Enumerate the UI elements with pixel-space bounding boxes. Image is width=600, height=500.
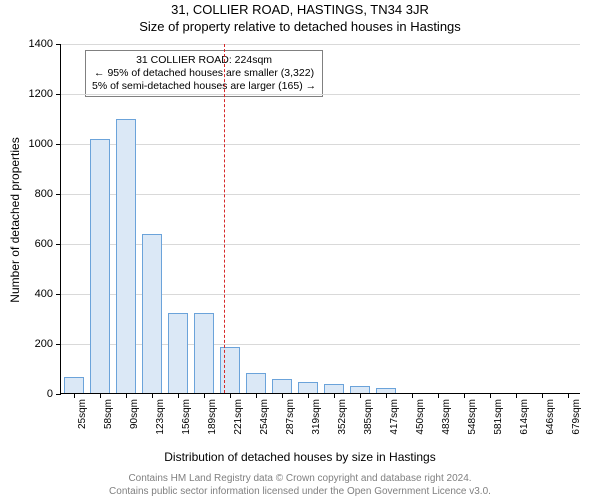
y-tick-label: 600 (35, 238, 53, 250)
x-tick-label: 221sqm (233, 399, 244, 435)
x-tick (542, 393, 543, 398)
x-tick (178, 393, 179, 398)
x-tick (126, 393, 127, 398)
histogram-bar (168, 313, 188, 393)
x-tick-label: 156sqm (181, 399, 192, 435)
gridline (61, 144, 580, 145)
y-tick (56, 94, 61, 95)
y-tick (56, 44, 61, 45)
gridline (61, 44, 580, 45)
x-tick-label: 287sqm (285, 399, 296, 435)
x-tick-label: 58sqm (103, 399, 114, 429)
histogram-bar (142, 234, 162, 393)
histogram-bar (194, 313, 214, 393)
x-tick (100, 393, 101, 398)
x-tick-label: 614sqm (519, 399, 530, 435)
x-tick (230, 393, 231, 398)
property-marker-line (224, 44, 225, 393)
annotation-line: ← 95% of detached houses are smaller (3,… (92, 67, 316, 80)
footer-attribution: Contains HM Land Registry data © Crown c… (0, 473, 600, 498)
y-tick-label: 400 (35, 288, 53, 300)
x-tick (256, 393, 257, 398)
x-tick-label: 417sqm (389, 399, 400, 435)
x-tick (282, 393, 283, 398)
x-tick-label: 90sqm (129, 399, 140, 429)
y-axis-label: Number of detached properties (8, 137, 22, 302)
y-tick-label: 0 (47, 388, 53, 400)
histogram-bar (298, 382, 318, 393)
footer-line-2: Contains public sector information licen… (0, 486, 600, 499)
x-tick (386, 393, 387, 398)
y-tick-label: 1400 (29, 38, 53, 50)
y-tick-label: 800 (35, 188, 53, 200)
x-tick (490, 393, 491, 398)
x-tick (360, 393, 361, 398)
gridline (61, 294, 580, 295)
x-tick-label: 123sqm (155, 399, 166, 435)
histogram-bar (246, 373, 266, 393)
x-axis-label: Distribution of detached houses by size … (0, 450, 600, 464)
gridline (61, 244, 580, 245)
x-tick (464, 393, 465, 398)
x-tick-label: 483sqm (441, 399, 452, 435)
y-tick-label: 1200 (29, 88, 53, 100)
histogram-bar (272, 379, 292, 393)
x-tick (516, 393, 517, 398)
histogram-bar (324, 384, 344, 393)
x-tick-label: 254sqm (259, 399, 270, 435)
y-tick (56, 344, 61, 345)
annotation-line: 31 COLLIER ROAD: 224sqm (92, 54, 316, 67)
x-tick-label: 646sqm (545, 399, 556, 435)
x-tick-label: 385sqm (363, 399, 374, 435)
x-tick (152, 393, 153, 398)
title-address: 31, COLLIER ROAD, HASTINGS, TN34 3JR (0, 2, 600, 17)
y-tick-label: 200 (35, 338, 53, 350)
gridline (61, 94, 580, 95)
chart-title-block: 31, COLLIER ROAD, HASTINGS, TN34 3JR Siz… (0, 0, 600, 34)
histogram-bar (116, 119, 136, 393)
gridline (61, 194, 580, 195)
histogram-bar (64, 377, 84, 393)
x-tick (412, 393, 413, 398)
x-tick-label: 548sqm (467, 399, 478, 435)
x-tick (204, 393, 205, 398)
y-tick (56, 394, 61, 395)
title-subtitle: Size of property relative to detached ho… (0, 19, 600, 34)
y-tick (56, 144, 61, 145)
x-tick-label: 352sqm (337, 399, 348, 435)
gridline (61, 344, 580, 345)
histogram-plot: 31 COLLIER ROAD: 224sqm← 95% of detached… (60, 44, 580, 394)
x-tick-label: 450sqm (415, 399, 426, 435)
annotation-box: 31 COLLIER ROAD: 224sqm← 95% of detached… (85, 50, 323, 97)
histogram-bar (350, 386, 370, 394)
x-tick (438, 393, 439, 398)
y-tick (56, 244, 61, 245)
y-tick (56, 294, 61, 295)
x-tick-label: 679sqm (571, 399, 582, 435)
x-tick-label: 319sqm (311, 399, 322, 435)
x-tick (74, 393, 75, 398)
x-tick-label: 25sqm (77, 399, 88, 429)
x-tick (334, 393, 335, 398)
y-tick (56, 194, 61, 195)
footer-line-1: Contains HM Land Registry data © Crown c… (0, 473, 600, 486)
y-tick-label: 1000 (29, 138, 53, 150)
x-tick-label: 581sqm (493, 399, 504, 435)
x-tick (308, 393, 309, 398)
x-tick-label: 189sqm (207, 399, 218, 435)
histogram-bar (90, 139, 110, 393)
x-tick (568, 393, 569, 398)
annotation-line: 5% of semi-detached houses are larger (1… (92, 80, 316, 93)
